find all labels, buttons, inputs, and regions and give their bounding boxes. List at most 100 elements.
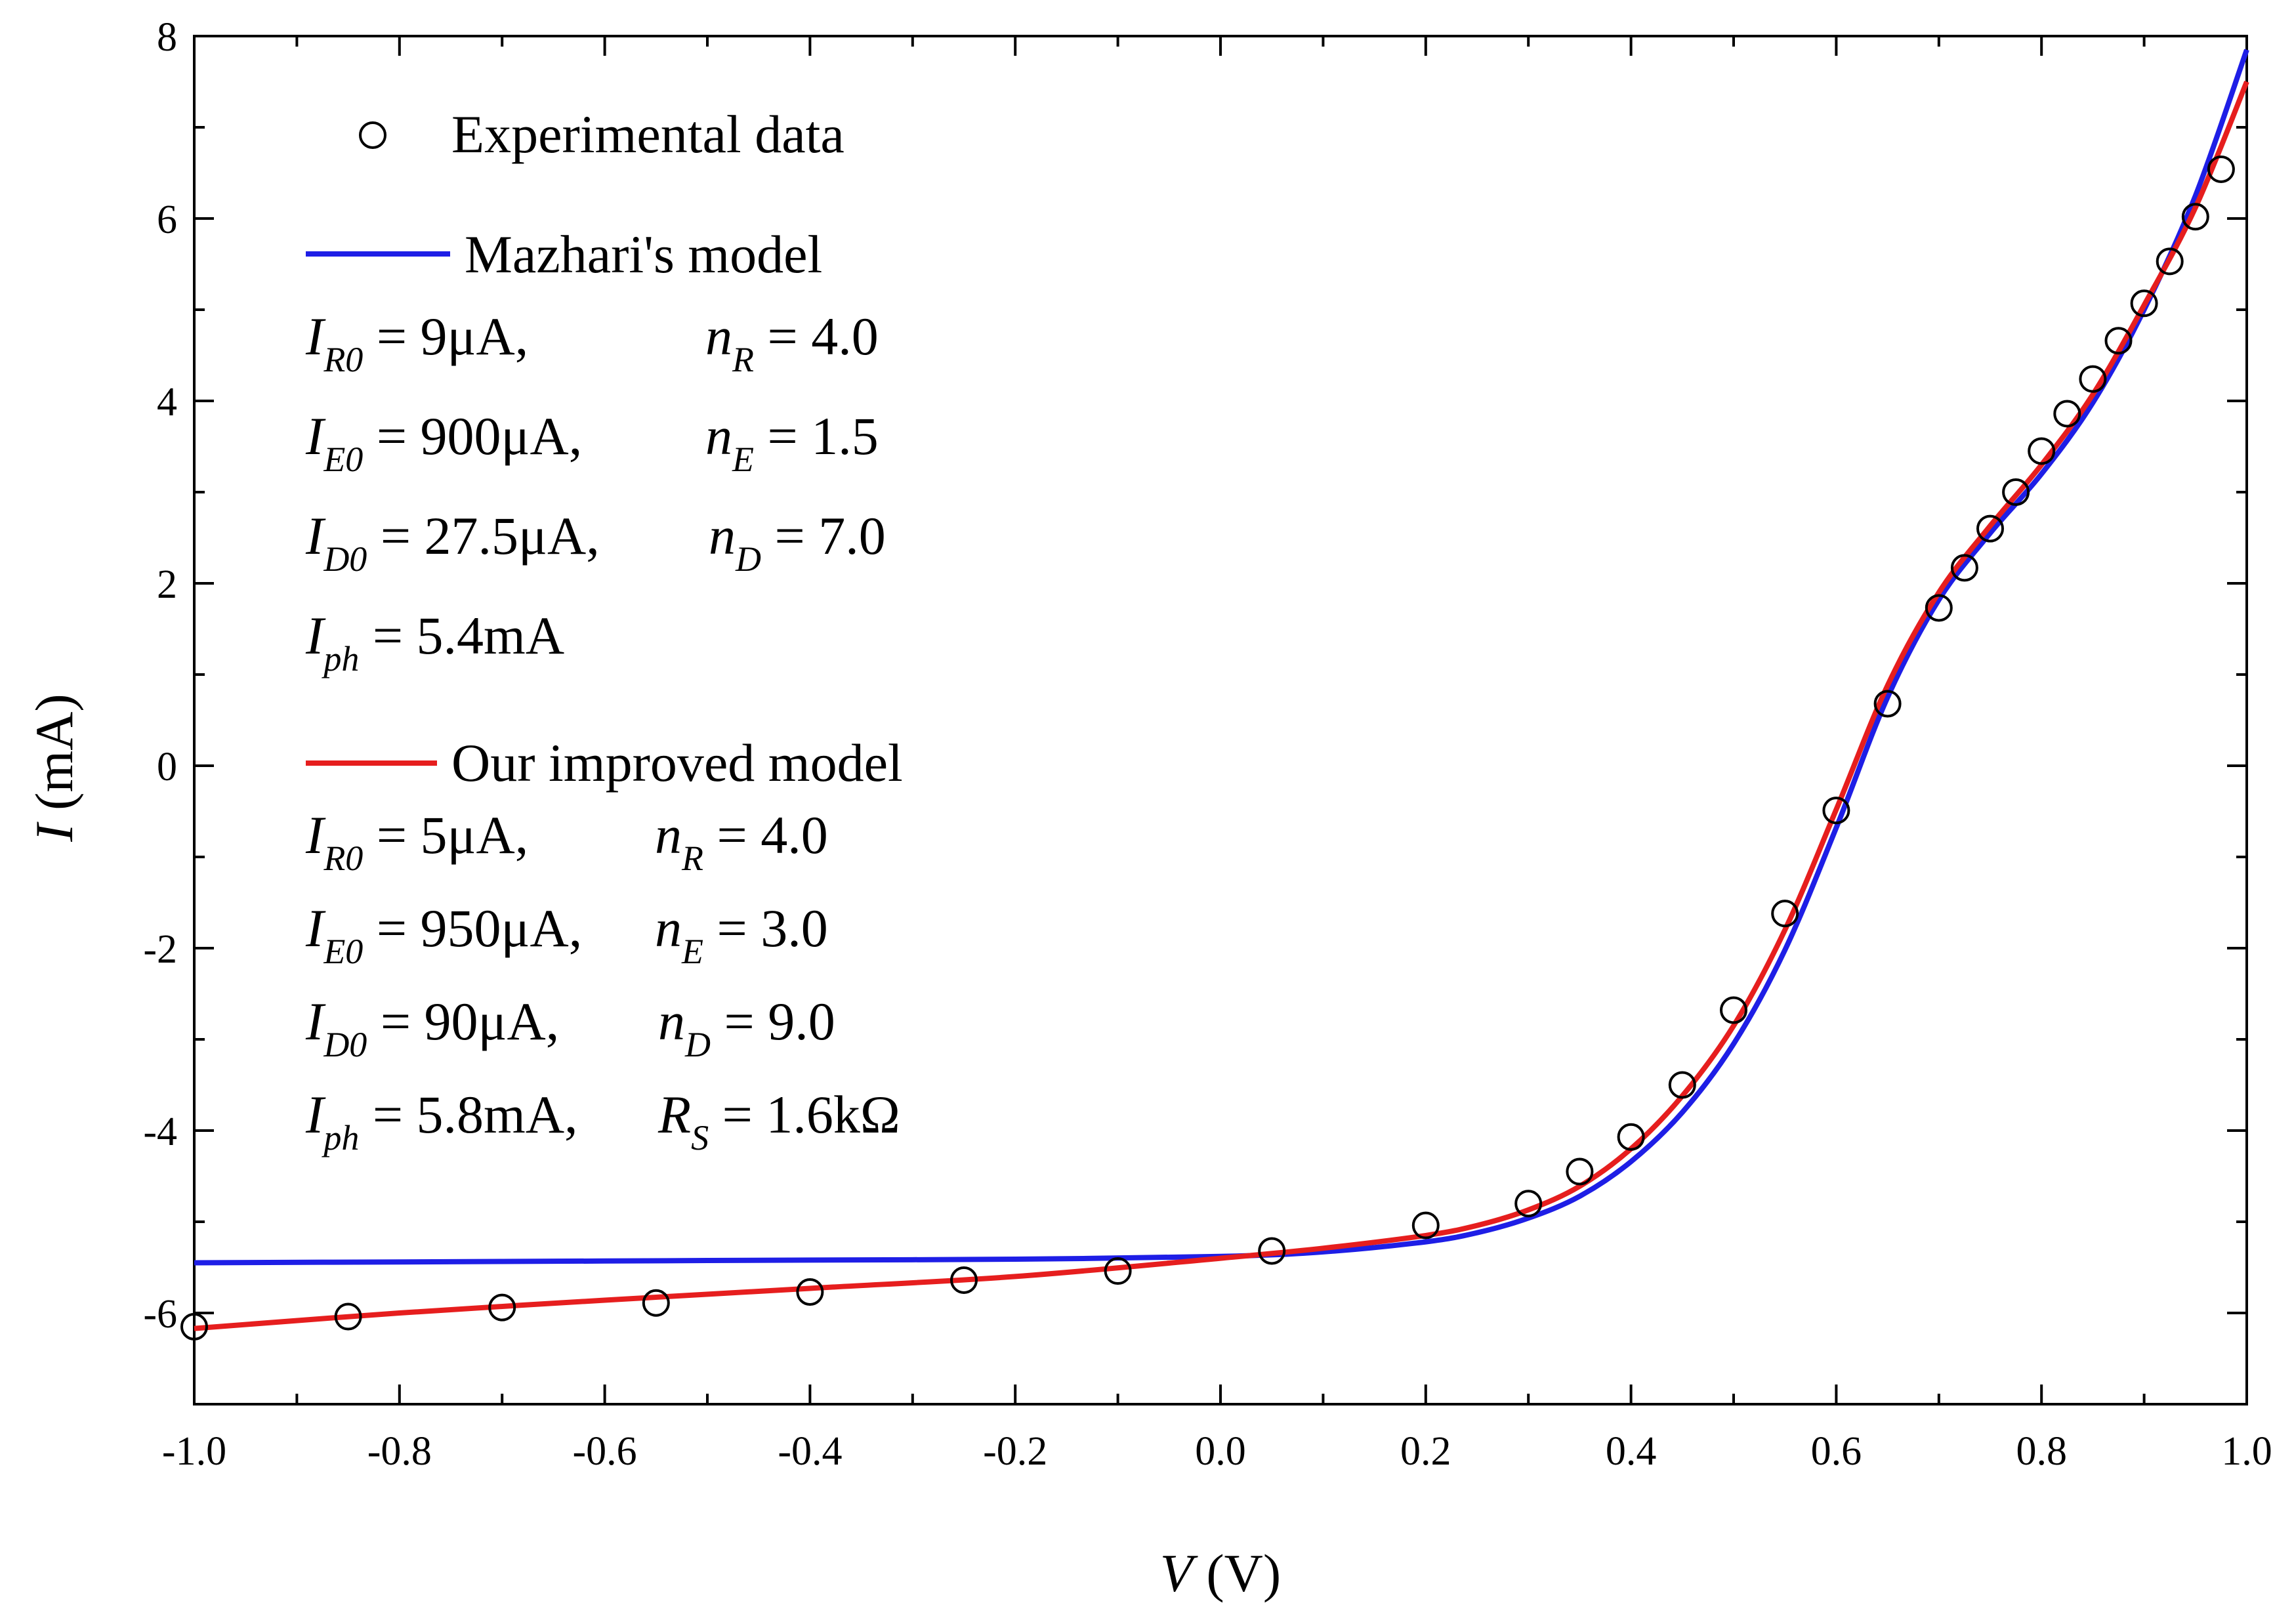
param-symbol: I — [305, 606, 326, 665]
improved-param-4-1: Iph = 5.8mA, — [305, 1085, 578, 1157]
param-subscript: R — [681, 839, 703, 878]
y-tick-label: 6 — [157, 198, 177, 242]
param-subscript: R0 — [323, 340, 363, 379]
experimental-data-point — [1822, 797, 1850, 825]
axis-tick-labels: -1.0 -0.8 -0.6 -0.4 -0.2 0.0 0.2 0.4 0.6 0.8 1.0 -6… — [143, 15, 2272, 1474]
experimental-data-point — [2207, 155, 2235, 183]
improved-param-1-1: IR0 = 5μA, — [305, 805, 528, 878]
param-value: = 1.5 — [754, 406, 879, 466]
experimental-data-point — [2181, 203, 2209, 231]
param-subscript: ph — [321, 639, 359, 678]
y-axis-title: I (mA) — [24, 694, 84, 842]
experimental-data-point — [1411, 1211, 1440, 1239]
param-symbol: n — [655, 805, 682, 865]
mazhari-param-2-1: IE0 = 900μA, — [305, 406, 582, 479]
param-value: = 90μA, — [367, 991, 559, 1051]
x-tick-label: 0.0 — [1195, 1429, 1246, 1474]
experimental-data-point — [334, 1302, 362, 1331]
param-subscript: S — [691, 1118, 709, 1157]
legend-label-mazhari: Mazhari's model — [465, 224, 822, 284]
x-tick-label: 0.4 — [1606, 1429, 1657, 1474]
experimental-data-point — [2079, 365, 2107, 393]
param-subscript: R0 — [323, 839, 363, 878]
param-subscript: D0 — [323, 1025, 367, 1064]
experimental-data-point — [1771, 900, 1799, 928]
experimental-data-point — [1873, 690, 1902, 718]
param-value: = 1.6kΩ — [709, 1085, 900, 1144]
mazhari-param-1-2: nR = 4.0 — [705, 306, 879, 379]
y-axis-symbol: I — [24, 822, 84, 843]
param-symbol: n — [709, 506, 736, 566]
param-symbol: n — [705, 406, 732, 466]
param-subscript: E0 — [323, 440, 363, 479]
mazhari-param-3-2: nD = 7.0 — [709, 506, 886, 579]
mazhari-param-1-1: IR0 = 9μA, — [305, 306, 528, 379]
y-tick-label: -4 — [143, 1110, 177, 1154]
experimental-data-point — [488, 1293, 516, 1322]
experimental-markers — [180, 155, 2235, 1341]
experimental-data-point — [2156, 247, 2184, 276]
param-symbol: R — [657, 1085, 691, 1144]
param-symbol: n — [705, 306, 732, 366]
experimental-data-point — [1950, 554, 1978, 582]
param-value: = 7.0 — [761, 506, 886, 566]
param-value: = 950μA, — [363, 898, 582, 958]
y-tick-label: 4 — [157, 380, 177, 425]
x-tick-label: -0.2 — [983, 1429, 1047, 1474]
experimental-data-point — [1925, 594, 1953, 622]
x-tick-label: 1.0 — [2221, 1429, 2272, 1474]
experimental-data-point — [180, 1312, 208, 1341]
param-subscript: D — [684, 1025, 711, 1064]
param-symbol: I — [305, 805, 326, 865]
improved-param-1-2: nR = 4.0 — [655, 805, 828, 878]
y-tick-label: 2 — [157, 562, 177, 607]
y-tick-label: -6 — [143, 1292, 177, 1337]
x-tick-label: -1.0 — [162, 1429, 226, 1474]
experimental-data-point — [2053, 400, 2081, 428]
mazhari-param-2-2: nE = 1.5 — [705, 406, 879, 479]
improved-param-3-2: nD = 9.0 — [658, 991, 835, 1064]
param-value: = 4.0 — [754, 306, 879, 366]
experimental-data-point — [642, 1289, 670, 1317]
param-value: = 5μA, — [363, 805, 528, 865]
experimental-data-point — [2028, 437, 2056, 465]
param-symbol: I — [305, 306, 326, 366]
x-tick-label: 0.8 — [2016, 1429, 2067, 1474]
legend-label-improved: Our improved model — [451, 733, 903, 793]
param-subscript: E0 — [323, 932, 363, 971]
x-tick-label: -0.4 — [778, 1429, 842, 1474]
param-subscript: R — [732, 340, 754, 379]
mazhari-model-line — [194, 49, 2249, 1266]
improved-param-3-1: ID0 = 90μA, — [305, 991, 559, 1064]
improved-param-4-2: RS = 1.6kΩ — [657, 1085, 900, 1157]
experimental-data-point — [1720, 996, 1747, 1024]
experimental-data-point — [2104, 327, 2133, 355]
param-symbol: I — [305, 898, 326, 958]
x-tick-label: 0.6 — [1811, 1429, 1862, 1474]
param-value: = 5.8mA, — [359, 1085, 577, 1144]
param-subscript: E — [681, 932, 703, 971]
x-axis-symbol: V — [1160, 1543, 1198, 1603]
legend-marker-experimental — [359, 121, 386, 149]
experimental-data-point — [1976, 514, 2004, 543]
param-value: = 900μA, — [363, 406, 582, 466]
x-axis-unit: (V) — [1193, 1543, 1281, 1603]
y-tick-label: 8 — [157, 15, 177, 60]
x-tick-label: 0.2 — [1400, 1429, 1451, 1474]
axis-ticks — [193, 35, 2248, 1405]
mazhari-param-3-1: ID0 = 27.5μA, — [305, 506, 600, 579]
experimental-data-point — [950, 1266, 978, 1294]
y-tick-label: 0 — [157, 745, 177, 789]
param-value: = 9.0 — [711, 991, 835, 1051]
legend-label-experimental: Experimental data — [451, 104, 845, 164]
mazhari-param-4-1: Iph = 5.4mA — [305, 606, 564, 678]
experimental-data-point — [1668, 1071, 1696, 1099]
param-symbol: I — [305, 506, 326, 566]
experimental-data-point — [2002, 478, 2030, 506]
param-subscript: D0 — [323, 539, 367, 579]
experimental-data-point — [2130, 289, 2158, 318]
x-tick-label: -0.8 — [367, 1429, 432, 1474]
param-subscript: ph — [321, 1118, 359, 1157]
